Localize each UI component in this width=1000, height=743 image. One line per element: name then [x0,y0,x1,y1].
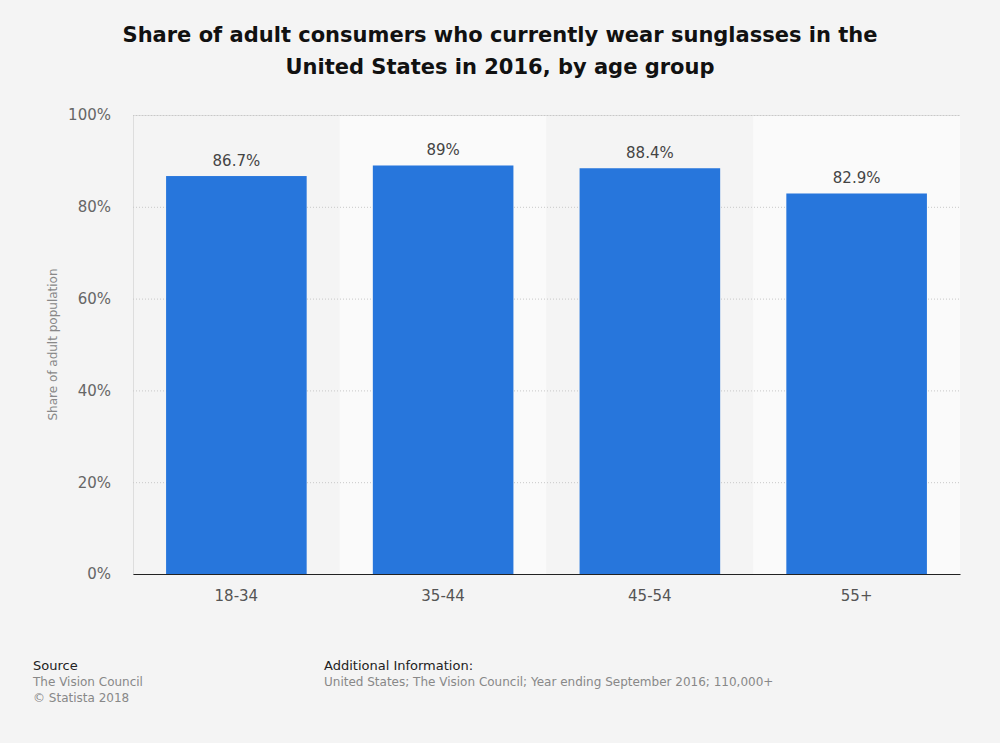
bar [580,168,721,574]
x-tick: 45-54 [628,574,672,605]
data-label: 89% [426,141,459,159]
x-tick: 55+ [841,574,873,605]
footer-text: © Statista 2018 [33,691,129,705]
y-tick: 100% [68,106,960,124]
additional-information: Additional Information: United States; Th… [324,658,773,689]
y-tick-label: 20% [78,474,111,492]
bar [786,193,927,574]
source: Source The Vision Council © Statista 2018 [32,658,143,705]
y-tick-label: 80% [78,198,111,216]
grid-line [133,115,960,116]
background [0,0,1000,743]
y-axis-line [134,116,961,575]
chart: Share of adult consumers who currently w… [0,0,1000,743]
data-label: 88.4% [626,144,674,162]
x-axis: 18-34 35-44 45-54 55+ [134,574,961,605]
x-tick-label: 35-44 [421,587,465,605]
y-tick-label: 40% [78,382,111,400]
column-band [547,115,754,574]
column-band [133,115,340,574]
grid-line [133,574,960,575]
data-labels: 86.7% 89% 88.4% 82.9% [213,141,881,187]
footer-heading: Source [33,658,78,673]
column-band [340,115,547,574]
data-label: 86.7% [213,152,261,170]
x-axis-line [134,574,961,575]
y-tick-label: 0% [87,565,111,583]
data-label: 82.9% [833,169,881,187]
column-band [753,115,960,574]
y-axis-title: Share of adult population [46,268,60,420]
bar [373,165,514,574]
x-tick-label: 45-54 [628,587,672,605]
y-tick-label: 100% [68,106,111,124]
x-tick: 35-44 [421,574,465,605]
y-tick-label: 60% [78,290,111,308]
footer-heading: Additional Information: [324,658,473,673]
column-bands [133,115,960,574]
title: Share of adult consumers who currently w… [123,23,878,79]
footer-text: United States; The Vision Council; Year … [324,675,773,689]
bars [166,165,927,574]
y-axis: 0% 20% 40% 60% 80% 100% [68,106,960,583]
x-tick-label: 18-34 [215,587,259,605]
bar [166,176,307,574]
x-tick: 18-34 [215,574,259,605]
x-tick-label: 55+ [841,587,873,605]
footer-text: The Vision Council [32,675,143,689]
